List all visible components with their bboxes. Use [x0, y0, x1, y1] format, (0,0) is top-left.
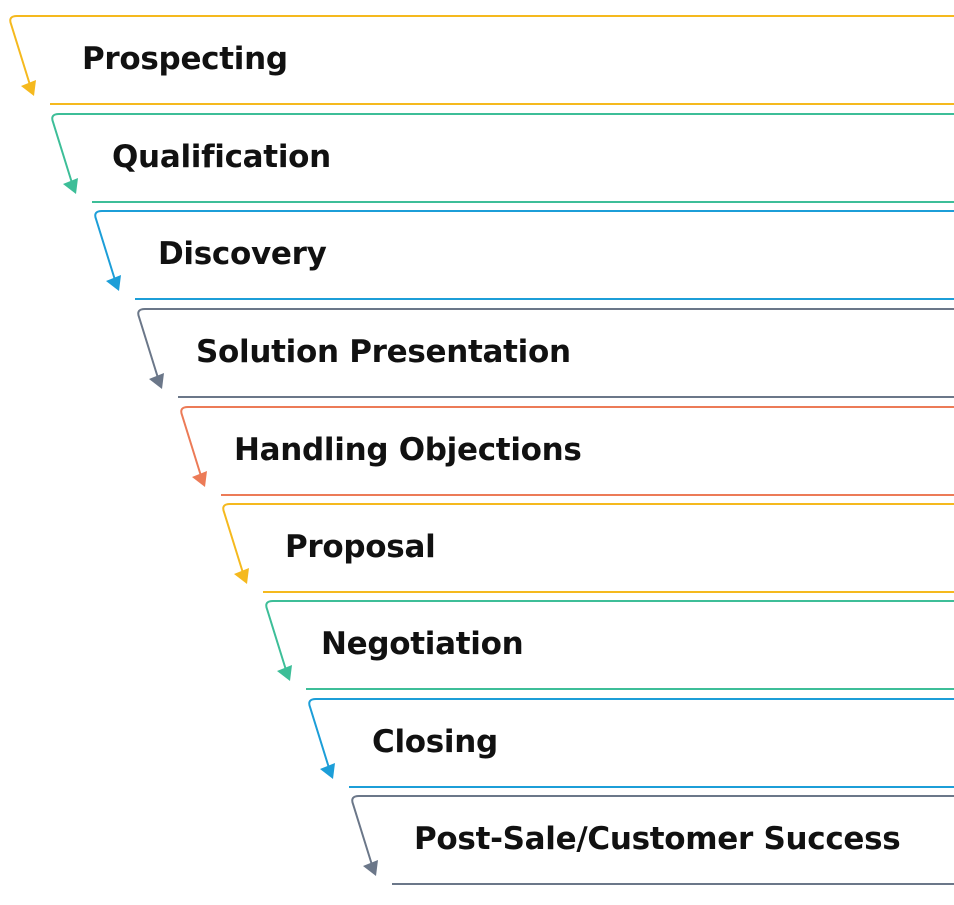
step-label: Negotiation	[321, 626, 524, 662]
arrowhead-icon	[106, 275, 121, 291]
step-connector	[308, 698, 954, 788]
arrowhead-icon	[234, 568, 249, 584]
step-label: Discovery	[158, 236, 327, 272]
step-connector	[351, 795, 954, 885]
step-connector-line	[137, 308, 954, 379]
step-label: Prospecting	[82, 41, 288, 77]
step-connector-line	[308, 698, 954, 769]
step-connector	[94, 210, 954, 300]
step-label: Qualification	[112, 139, 331, 175]
step-connector-line	[222, 503, 954, 574]
step-label: Post-Sale/Customer Success	[414, 821, 901, 857]
step-connector	[222, 503, 954, 593]
step-label: Proposal	[285, 529, 436, 565]
step-connector-line	[265, 600, 954, 671]
arrowhead-icon	[149, 373, 164, 389]
step-connector-line	[51, 113, 954, 184]
step-connector-line	[351, 795, 954, 866]
step-connector	[9, 15, 954, 105]
arrowhead-icon	[21, 80, 36, 96]
arrowhead-icon	[320, 763, 335, 779]
step-label: Handling Objections	[234, 432, 582, 468]
step-connector-line	[9, 15, 954, 86]
step-connector	[137, 308, 954, 398]
arrowhead-icon	[63, 178, 78, 194]
step-connector	[51, 113, 954, 203]
arrowhead-icon	[363, 860, 378, 876]
arrowhead-icon	[277, 665, 292, 681]
step-connector-line	[180, 406, 954, 477]
step-connector-line	[94, 210, 954, 281]
step-connector	[180, 406, 954, 496]
step-label: Closing	[372, 724, 498, 760]
arrowhead-icon	[192, 471, 207, 487]
step-label: Solution Presentation	[196, 334, 571, 370]
step-connector	[265, 600, 954, 690]
